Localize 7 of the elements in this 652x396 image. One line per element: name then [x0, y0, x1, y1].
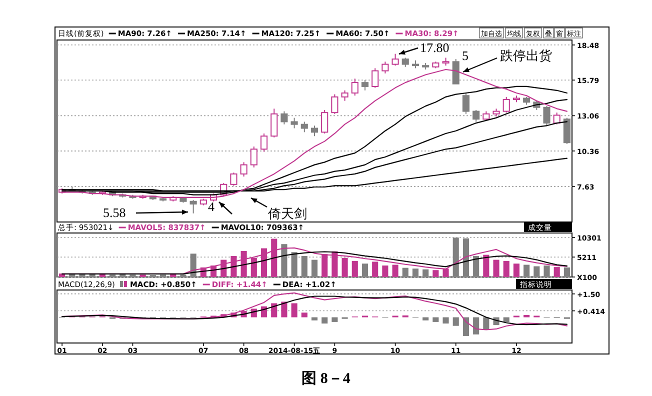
annotation: 4 — [208, 199, 215, 214]
annotation: 5 — [462, 48, 468, 63]
caption: 图 8－4 — [302, 371, 351, 387]
annotation: 跌停出货 — [500, 48, 552, 63]
annotation: 5.58 — [103, 205, 126, 220]
annotation: 倚天剑 — [268, 206, 307, 221]
annotation: 17.80 — [420, 40, 450, 55]
